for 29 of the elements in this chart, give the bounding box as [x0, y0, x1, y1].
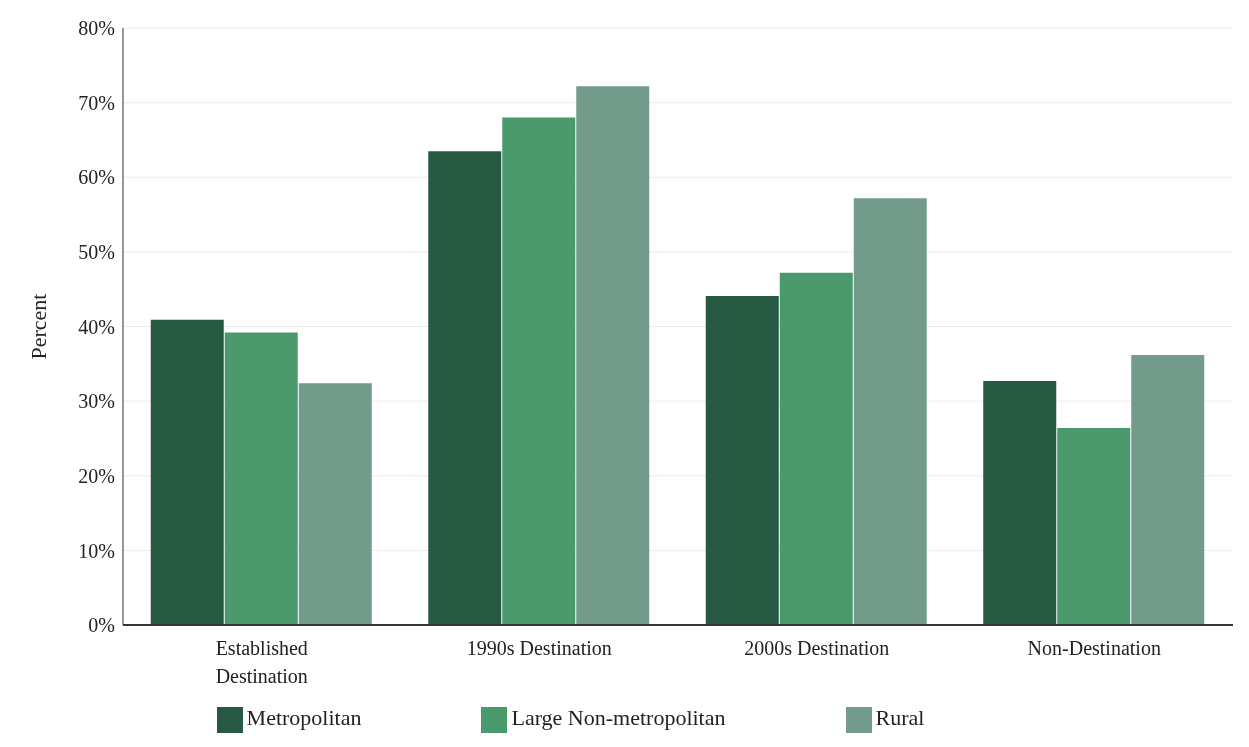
bar: [576, 86, 650, 626]
x-tick-label: 2000s Destination: [744, 637, 890, 660]
bar: [1131, 354, 1205, 626]
bar: [779, 272, 853, 626]
bar: [224, 332, 298, 626]
y-tick-label: 10%: [78, 539, 115, 562]
y-tick-label: 20%: [78, 464, 115, 487]
legend-label: Large Non-metropolitan: [511, 705, 726, 731]
bar: [298, 383, 372, 626]
legend-label: Rural: [875, 705, 925, 731]
x-tick-label: Established Destination: [215, 637, 308, 688]
bar: [428, 151, 502, 626]
bar: [983, 381, 1057, 626]
y-tick-label: 80%: [78, 17, 115, 40]
y-tick-label: 70%: [78, 91, 115, 114]
bar: [705, 295, 779, 626]
bar: [150, 319, 224, 626]
bar: [502, 117, 576, 626]
bar: [853, 198, 927, 626]
y-tick-label: 30%: [78, 390, 115, 413]
legend-label: Metropolitan: [246, 705, 362, 731]
y-tick-label: 0%: [88, 614, 115, 637]
y-tick-label: 50%: [78, 240, 115, 263]
y-axis-title: Percent: [25, 293, 51, 360]
y-tick-label: 40%: [78, 315, 115, 338]
x-tick-label: Non-Destination: [1027, 637, 1161, 660]
x-tick-label: 1990s Destination: [466, 637, 612, 660]
y-tick-label: 60%: [78, 166, 115, 189]
bar: [1057, 428, 1131, 626]
